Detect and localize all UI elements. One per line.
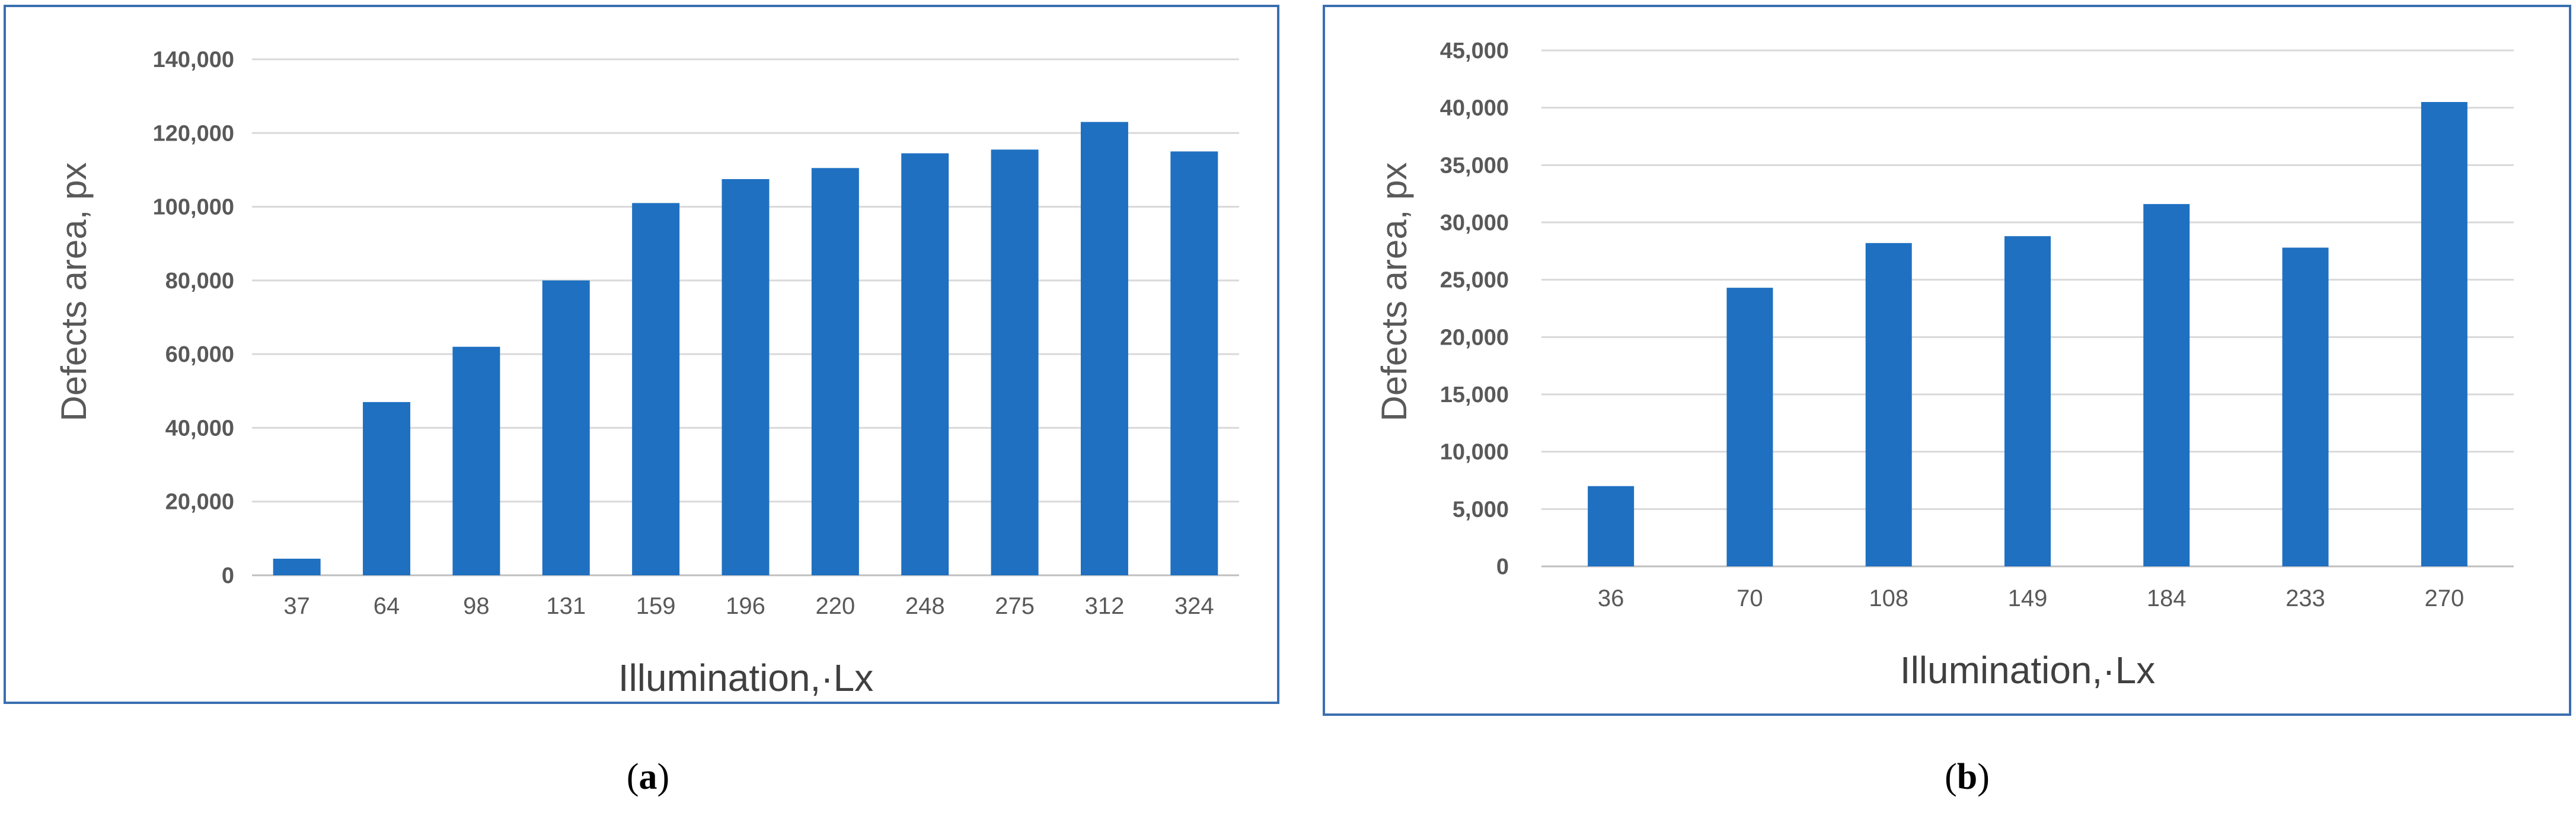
y-axis-label-a: Defects area, px bbox=[54, 163, 94, 422]
x-tick-label-a: 220 bbox=[815, 593, 855, 619]
panel-caption-letter-b: b bbox=[1957, 757, 1977, 797]
x-tick-label-a: 324 bbox=[1174, 593, 1214, 619]
x-tick-label-b: 36 bbox=[1598, 585, 1624, 611]
y-tick-label-b: 20,000 bbox=[1440, 325, 1509, 350]
panel-caption-b: (b) bbox=[1945, 757, 1990, 797]
bar-a bbox=[542, 280, 590, 575]
chart-panel-a: 0 20,000 40,000 60,000 80,000 100,000 120,000 1… bbox=[4, 5, 1279, 797]
y-tick-label-b: 30,000 bbox=[1440, 211, 1509, 235]
bar-a bbox=[811, 168, 859, 576]
x-tick-label-b: 233 bbox=[2285, 585, 2325, 611]
y-tick-label-a: 80,000 bbox=[165, 269, 234, 294]
y-tick-label-b: 0 bbox=[1496, 555, 1509, 579]
y-tick-label-b: 40,000 bbox=[1440, 96, 1509, 121]
panel-caption-a: (a) bbox=[627, 757, 669, 797]
y-tick-label-b: 45,000 bbox=[1440, 39, 1509, 63]
x-axis-label-b: Illumination,·Lx bbox=[1900, 649, 2155, 692]
bar-b bbox=[1726, 288, 1773, 566]
bar-a bbox=[452, 346, 500, 575]
y-tick-label-a: 120,000 bbox=[153, 121, 234, 146]
bar-b bbox=[2282, 247, 2329, 566]
y-tick-label-a: 40,000 bbox=[165, 416, 234, 441]
x-tick-label-a: 275 bbox=[995, 593, 1035, 619]
y-tick-label-a: 100,000 bbox=[153, 195, 234, 220]
x-tick-label-a: 196 bbox=[726, 593, 765, 619]
y-tick-label-a: 0 bbox=[222, 563, 234, 588]
bar-b bbox=[1588, 486, 1635, 566]
bar-a bbox=[1170, 151, 1218, 575]
y-tick-label-b: 35,000 bbox=[1440, 153, 1509, 178]
bar-b bbox=[2421, 102, 2468, 566]
x-tick-label-b: 108 bbox=[1869, 585, 1908, 611]
x-tick-label-b: 149 bbox=[2008, 585, 2048, 611]
chart-panel-b: 0 5,000 10,000 15,000 20,000 25,000 30,000 35,0… bbox=[1323, 5, 2571, 797]
x-tick-label-a: 312 bbox=[1085, 593, 1125, 619]
y-axis-label-b: Defects area, px bbox=[1374, 163, 1414, 422]
x-tick-label-a: 248 bbox=[905, 593, 945, 619]
plot-area-b: 0 5,000 10,000 15,000 20,000 25,000 30,000 35,0… bbox=[1440, 39, 2514, 611]
x-tick-label-a: 37 bbox=[283, 593, 310, 619]
bar-a bbox=[273, 559, 321, 575]
x-tick-label-a: 159 bbox=[636, 593, 676, 619]
y-tick-label-b: 15,000 bbox=[1440, 383, 1509, 407]
x-tick-label-b: 184 bbox=[2147, 585, 2186, 611]
y-tick-label-a: 60,000 bbox=[165, 342, 234, 367]
bar-b bbox=[1865, 243, 1912, 566]
chart-frame-b bbox=[1323, 5, 2571, 716]
y-tick-label-a: 140,000 bbox=[153, 47, 234, 72]
bar-a bbox=[363, 402, 411, 575]
y-tick-label-b: 25,000 bbox=[1440, 268, 1509, 293]
bar-b bbox=[2143, 204, 2190, 567]
x-tick-label-a: 98 bbox=[463, 593, 490, 619]
bar-a bbox=[901, 153, 949, 575]
y-tick-label-a: 20,000 bbox=[165, 490, 234, 515]
panel-caption-letter-a: a bbox=[639, 757, 657, 797]
x-tick-label-b: 70 bbox=[1737, 585, 1763, 611]
x-axis-label-a: Illumination,·Lx bbox=[618, 657, 873, 699]
bar-a bbox=[991, 149, 1039, 575]
bar-a bbox=[722, 179, 770, 575]
bar-a bbox=[1080, 122, 1128, 576]
y-tick-label-b: 10,000 bbox=[1440, 440, 1509, 465]
bar-b bbox=[2004, 236, 2051, 566]
bar-a bbox=[632, 203, 680, 575]
y-tick-label-b: 5,000 bbox=[1453, 497, 1509, 522]
x-tick-label-a: 64 bbox=[374, 593, 400, 619]
x-tick-label-a: 131 bbox=[546, 593, 586, 619]
plot-area-a: 0 20,000 40,000 60,000 80,000 100,000 120,000 1… bbox=[153, 47, 1239, 619]
x-tick-label-b: 270 bbox=[2424, 585, 2464, 611]
